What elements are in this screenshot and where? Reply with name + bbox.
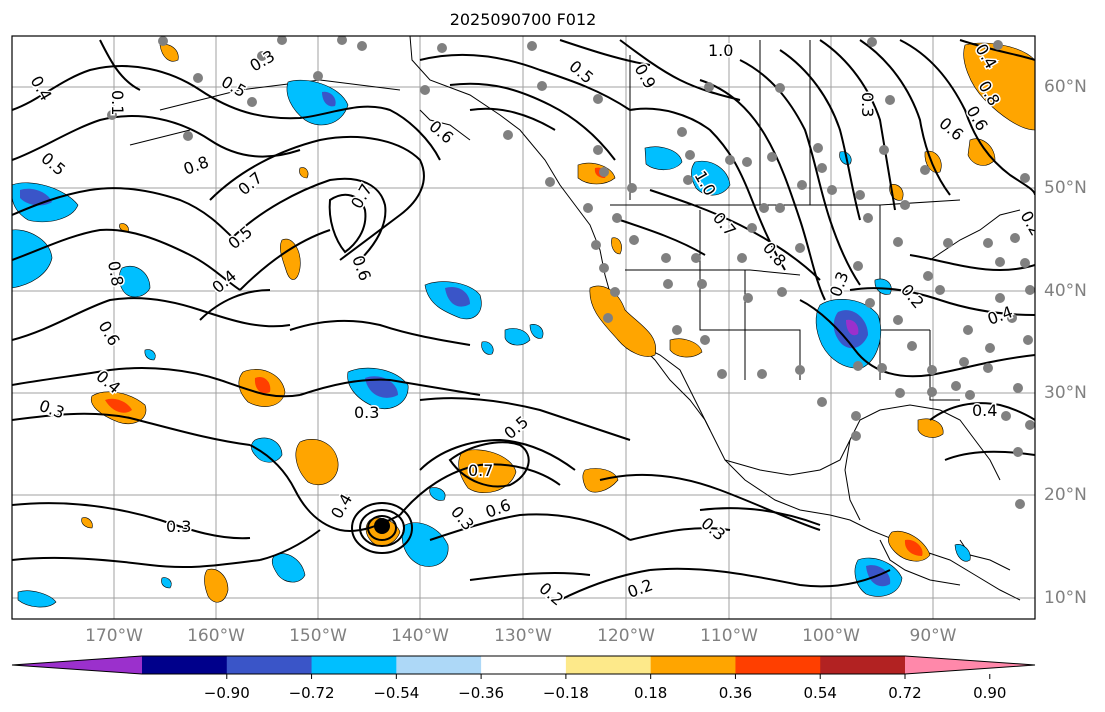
positive-shading: [81, 42, 1035, 603]
lon-label: 110°W: [700, 626, 758, 646]
contour-label: 0.3: [247, 46, 279, 75]
colorbar-tick-label: −0.72: [288, 684, 335, 702]
lat-label: 50°N: [1044, 178, 1087, 198]
contour-label: 0.7: [468, 461, 493, 480]
lat-label: 40°N: [1044, 281, 1087, 301]
contour-label: 0.6: [935, 114, 967, 145]
lat-label: 10°N: [1044, 588, 1087, 608]
lon-label: 150°W: [289, 626, 347, 646]
colorbar-tick-label: 0.54: [803, 684, 837, 702]
contour-label: 0.3: [858, 92, 877, 117]
station-dots: [107, 36, 1035, 509]
contour-label: 0.6: [348, 253, 375, 283]
lon-label: 120°W: [597, 626, 655, 646]
colorbar-swatch: [481, 656, 567, 674]
colorbar-tick-label: −0.54: [373, 684, 420, 702]
contour-label: 0.7: [234, 168, 266, 199]
colorbar-swatch: [396, 656, 482, 674]
lon-label: 160°W: [187, 626, 245, 646]
colorbar-swatch: [650, 656, 736, 674]
colorbar-outline: [11, 655, 1036, 675]
map-area: 0.4 0.1 0.5 0.8 0.3 0.5 0.6 1.0 0.5 0.9 …: [12, 36, 1046, 619]
lon-label: 170°W: [85, 626, 143, 646]
contour-label: 0.2: [535, 579, 567, 610]
contour-label: 0.1: [108, 90, 127, 115]
contour-label: 0.3: [447, 502, 478, 534]
contour-label: 0.2: [897, 280, 928, 312]
colorbar-swatch: [142, 656, 228, 674]
contour-label: 0.6: [95, 318, 124, 350]
colorbar-tick-label: 0.18: [633, 684, 668, 702]
contour-label: 0.3: [697, 514, 729, 545]
storm-center-marker: [374, 518, 390, 534]
colorbar-tick-label: −0.90: [203, 684, 250, 702]
colorbar-tick-label: 0.36: [718, 684, 753, 702]
contour-label: 0.3: [166, 517, 191, 536]
contour-label: 0.8: [181, 152, 211, 179]
contour-label: 0.5: [565, 57, 597, 88]
lat-label: 60°N: [1044, 77, 1087, 97]
lon-label: 90°W: [909, 626, 957, 646]
contour-label: 0.5: [37, 149, 69, 180]
contour-label: 0.3: [37, 396, 67, 423]
contour-label: 0.4: [27, 73, 56, 105]
colorbar-tick-label: −0.36: [458, 684, 505, 702]
contour-label: 0.5: [224, 222, 256, 253]
colorbar-swatch: [820, 656, 906, 674]
colorbar-tick-label: 0.72: [888, 684, 922, 702]
graticule: [12, 36, 1035, 619]
lat-label: 20°N: [1044, 485, 1087, 505]
contour-label: 0.2: [1017, 208, 1046, 240]
contour-label: 0.4: [985, 302, 1015, 329]
lon-label: 140°W: [391, 626, 449, 646]
lon-label: 130°W: [494, 626, 552, 646]
colorbar-swatch: [735, 656, 821, 674]
contour-label: 0.4: [972, 401, 997, 420]
lon-label: 100°W: [802, 626, 860, 646]
contour-label: 0.5: [218, 72, 250, 101]
colorbar-extend-high: [905, 656, 1035, 674]
colorbar-swatch: [311, 656, 397, 674]
colorbar: [11, 655, 1036, 679]
colorbar-tick-label: −0.18: [542, 684, 589, 702]
colorbar-tick-label: 0.90: [973, 684, 1007, 702]
lat-label: 30°N: [1044, 383, 1087, 403]
contour-label: 1.0: [708, 41, 733, 60]
contour-label: 0.8: [759, 238, 790, 270]
contour-label: 0.8: [104, 259, 127, 287]
contour-label: 0.3: [826, 269, 853, 299]
negative-shading: [12, 79, 971, 608]
colorbar-extend-low: [12, 656, 142, 674]
colorbar-swatch: [226, 656, 313, 674]
contour-label: 0.3: [354, 403, 379, 422]
contour-lines: [12, 39, 1035, 601]
map-frame: [11, 35, 1036, 620]
colorbar-swatch: [565, 656, 652, 674]
map-title: 2025090700 F012: [449, 10, 597, 29]
contour-label: 0.5: [500, 412, 532, 443]
